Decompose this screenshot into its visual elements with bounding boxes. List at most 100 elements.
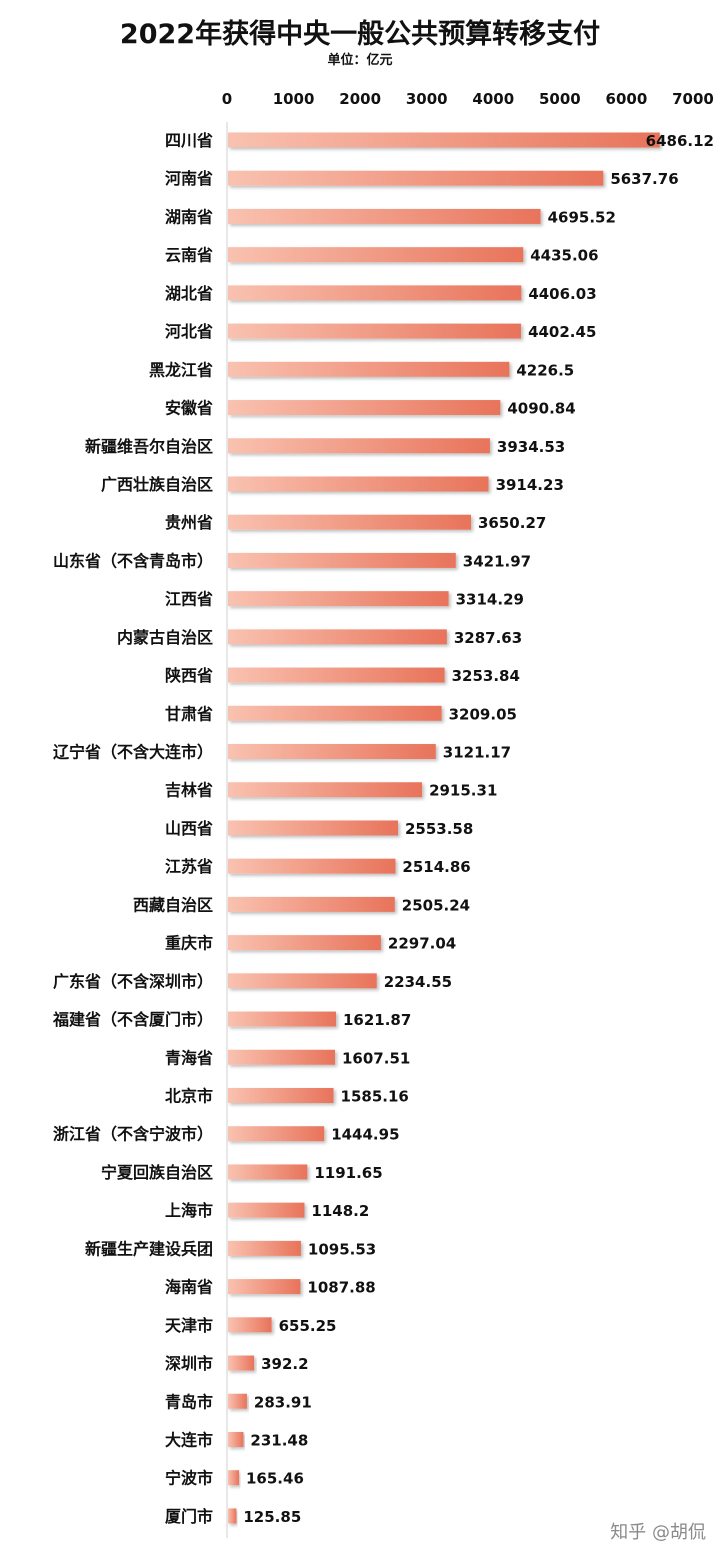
category-label: 浙江省（不含宁波市） — [53, 1125, 213, 1144]
bar — [228, 132, 660, 148]
category-label: 宁夏回族自治区 — [101, 1163, 213, 1182]
bar — [228, 361, 510, 377]
category-label: 陕西省 — [165, 666, 213, 685]
x-tick-label: 3000 — [406, 90, 448, 108]
bar — [228, 744, 436, 760]
bar — [228, 552, 456, 568]
bars — [228, 132, 660, 1524]
bar — [228, 973, 377, 989]
bar — [228, 1049, 336, 1065]
data-label: 3650.27 — [478, 514, 546, 532]
chart-subtitle: 单位：亿元 — [327, 53, 393, 68]
data-label: 1095.53 — [308, 1240, 376, 1258]
data-label: 3287.63 — [454, 629, 522, 647]
category-label: 广东省（不含深圳市） — [53, 972, 213, 991]
category-label: 西藏自治区 — [133, 895, 213, 914]
bar — [228, 170, 604, 186]
category-label: 厦门市 — [165, 1507, 213, 1526]
bar — [228, 1088, 334, 1103]
x-tick-label: 7000 — [672, 90, 714, 108]
data-label: 2297.04 — [388, 935, 456, 953]
data-label: 125.85 — [243, 1508, 301, 1526]
data-label: 2505.24 — [402, 896, 470, 914]
bar — [228, 1355, 255, 1371]
bar — [228, 782, 423, 798]
data-label: 283.91 — [254, 1393, 312, 1411]
data-labels: 6486.12 5637.76 4695.52 4435.06 4406.03 4402.… — [243, 132, 714, 1526]
bar — [228, 935, 381, 951]
category-label: 云南省 — [165, 246, 213, 265]
data-label: 2514.86 — [402, 858, 470, 876]
bar — [228, 591, 449, 607]
category-label: 内蒙古自治区 — [117, 628, 213, 647]
category-label: 青海省 — [165, 1048, 213, 1067]
bar — [228, 1470, 240, 1486]
data-label: 3914.23 — [496, 476, 564, 494]
category-label: 青岛市 — [165, 1392, 213, 1411]
data-label: 165.46 — [246, 1470, 304, 1488]
bar — [228, 820, 398, 836]
category-label: 河北省 — [165, 322, 213, 341]
category-label: 大连市 — [165, 1430, 213, 1449]
category-label: 重庆市 — [165, 934, 213, 953]
data-label: 1585.16 — [341, 1088, 409, 1106]
bar — [228, 858, 396, 874]
data-label: 1148.2 — [311, 1202, 369, 1220]
data-label: 5637.76 — [610, 170, 678, 188]
category-labels: 四川省河南省湖南省云南省湖北省河北省黑龙江省安徽省新疆维吾尔自治区广西壮族自治区… — [52, 131, 213, 1526]
data-label: 4695.52 — [548, 208, 616, 226]
data-label: 1087.88 — [307, 1279, 375, 1297]
bar — [228, 247, 524, 263]
data-label: 4226.5 — [516, 361, 574, 379]
x-tick-label: 2000 — [339, 90, 381, 108]
data-label: 3121.17 — [443, 744, 511, 762]
data-label: 4402.45 — [528, 323, 596, 341]
bar — [228, 1011, 336, 1027]
bar — [228, 667, 445, 683]
category-label: 湖南省 — [165, 207, 213, 226]
bar — [228, 1317, 272, 1333]
x-tick-label: 1000 — [273, 90, 315, 108]
bar — [228, 514, 472, 530]
data-label: 4090.84 — [507, 400, 575, 418]
x-tick-label: 5000 — [539, 90, 581, 108]
bar — [228, 285, 522, 301]
data-label: 6486.12 — [646, 132, 714, 150]
bar — [228, 476, 489, 492]
data-label: 4435.06 — [530, 247, 598, 265]
category-label: 广西壮族自治区 — [101, 475, 213, 494]
category-label: 黑龙江省 — [149, 360, 213, 379]
bar — [228, 1393, 247, 1409]
data-label: 3253.84 — [452, 667, 520, 685]
data-label: 1444.95 — [331, 1126, 399, 1144]
watermark: 知乎 @胡侃 — [610, 1522, 706, 1543]
category-label: 山西省 — [165, 819, 213, 838]
data-label: 2234.55 — [384, 973, 452, 991]
category-label: 天津市 — [165, 1316, 213, 1335]
data-label: 655.25 — [279, 1317, 337, 1335]
category-label: 新疆维吾尔自治区 — [85, 437, 213, 456]
category-label: 吉林省 — [165, 781, 213, 800]
bar — [228, 400, 501, 416]
x-tick-label: 6000 — [606, 90, 648, 108]
data-label: 231.48 — [250, 1431, 308, 1449]
bar — [228, 438, 490, 454]
category-label: 四川省 — [165, 131, 213, 150]
x-axis-ticks: 0 1000 2000 3000 4000 5000 6000 7000 — [222, 90, 714, 108]
data-label: 1621.87 — [343, 1011, 411, 1029]
category-label: 辽宁省（不含大连市） — [53, 743, 213, 762]
data-label: 1607.51 — [342, 1049, 410, 1067]
category-label: 河南省 — [165, 169, 213, 188]
bar — [228, 896, 395, 912]
bar — [228, 1508, 237, 1524]
category-label: 深圳市 — [165, 1354, 213, 1373]
category-label: 海南省 — [165, 1278, 213, 1297]
data-label: 3209.05 — [449, 705, 517, 723]
bar — [228, 705, 442, 721]
bar — [228, 208, 541, 224]
data-label: 3421.97 — [463, 552, 531, 570]
data-label: 392.2 — [261, 1355, 308, 1373]
category-label: 甘肃省 — [165, 704, 213, 723]
category-label: 江苏省 — [165, 857, 213, 876]
